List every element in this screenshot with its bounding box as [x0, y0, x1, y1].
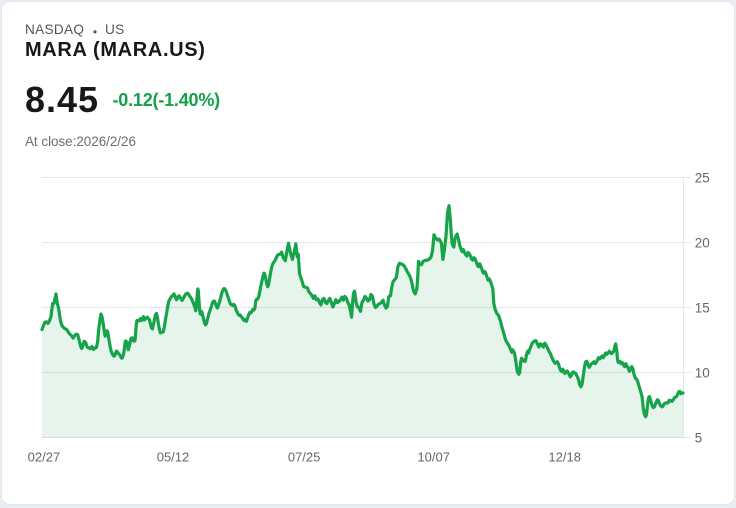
svg-text:20: 20 — [695, 235, 710, 250]
svg-text:05/12: 05/12 — [157, 450, 190, 465]
svg-text:25: 25 — [695, 170, 710, 185]
svg-text:15: 15 — [695, 300, 710, 315]
svg-text:12/18: 12/18 — [548, 450, 581, 465]
svg-text:10/07: 10/07 — [417, 450, 450, 465]
svg-text:10: 10 — [695, 365, 710, 380]
svg-text:02/27: 02/27 — [28, 450, 61, 465]
svg-text:07/25: 07/25 — [288, 450, 321, 465]
svg-text:5: 5 — [695, 430, 702, 445]
